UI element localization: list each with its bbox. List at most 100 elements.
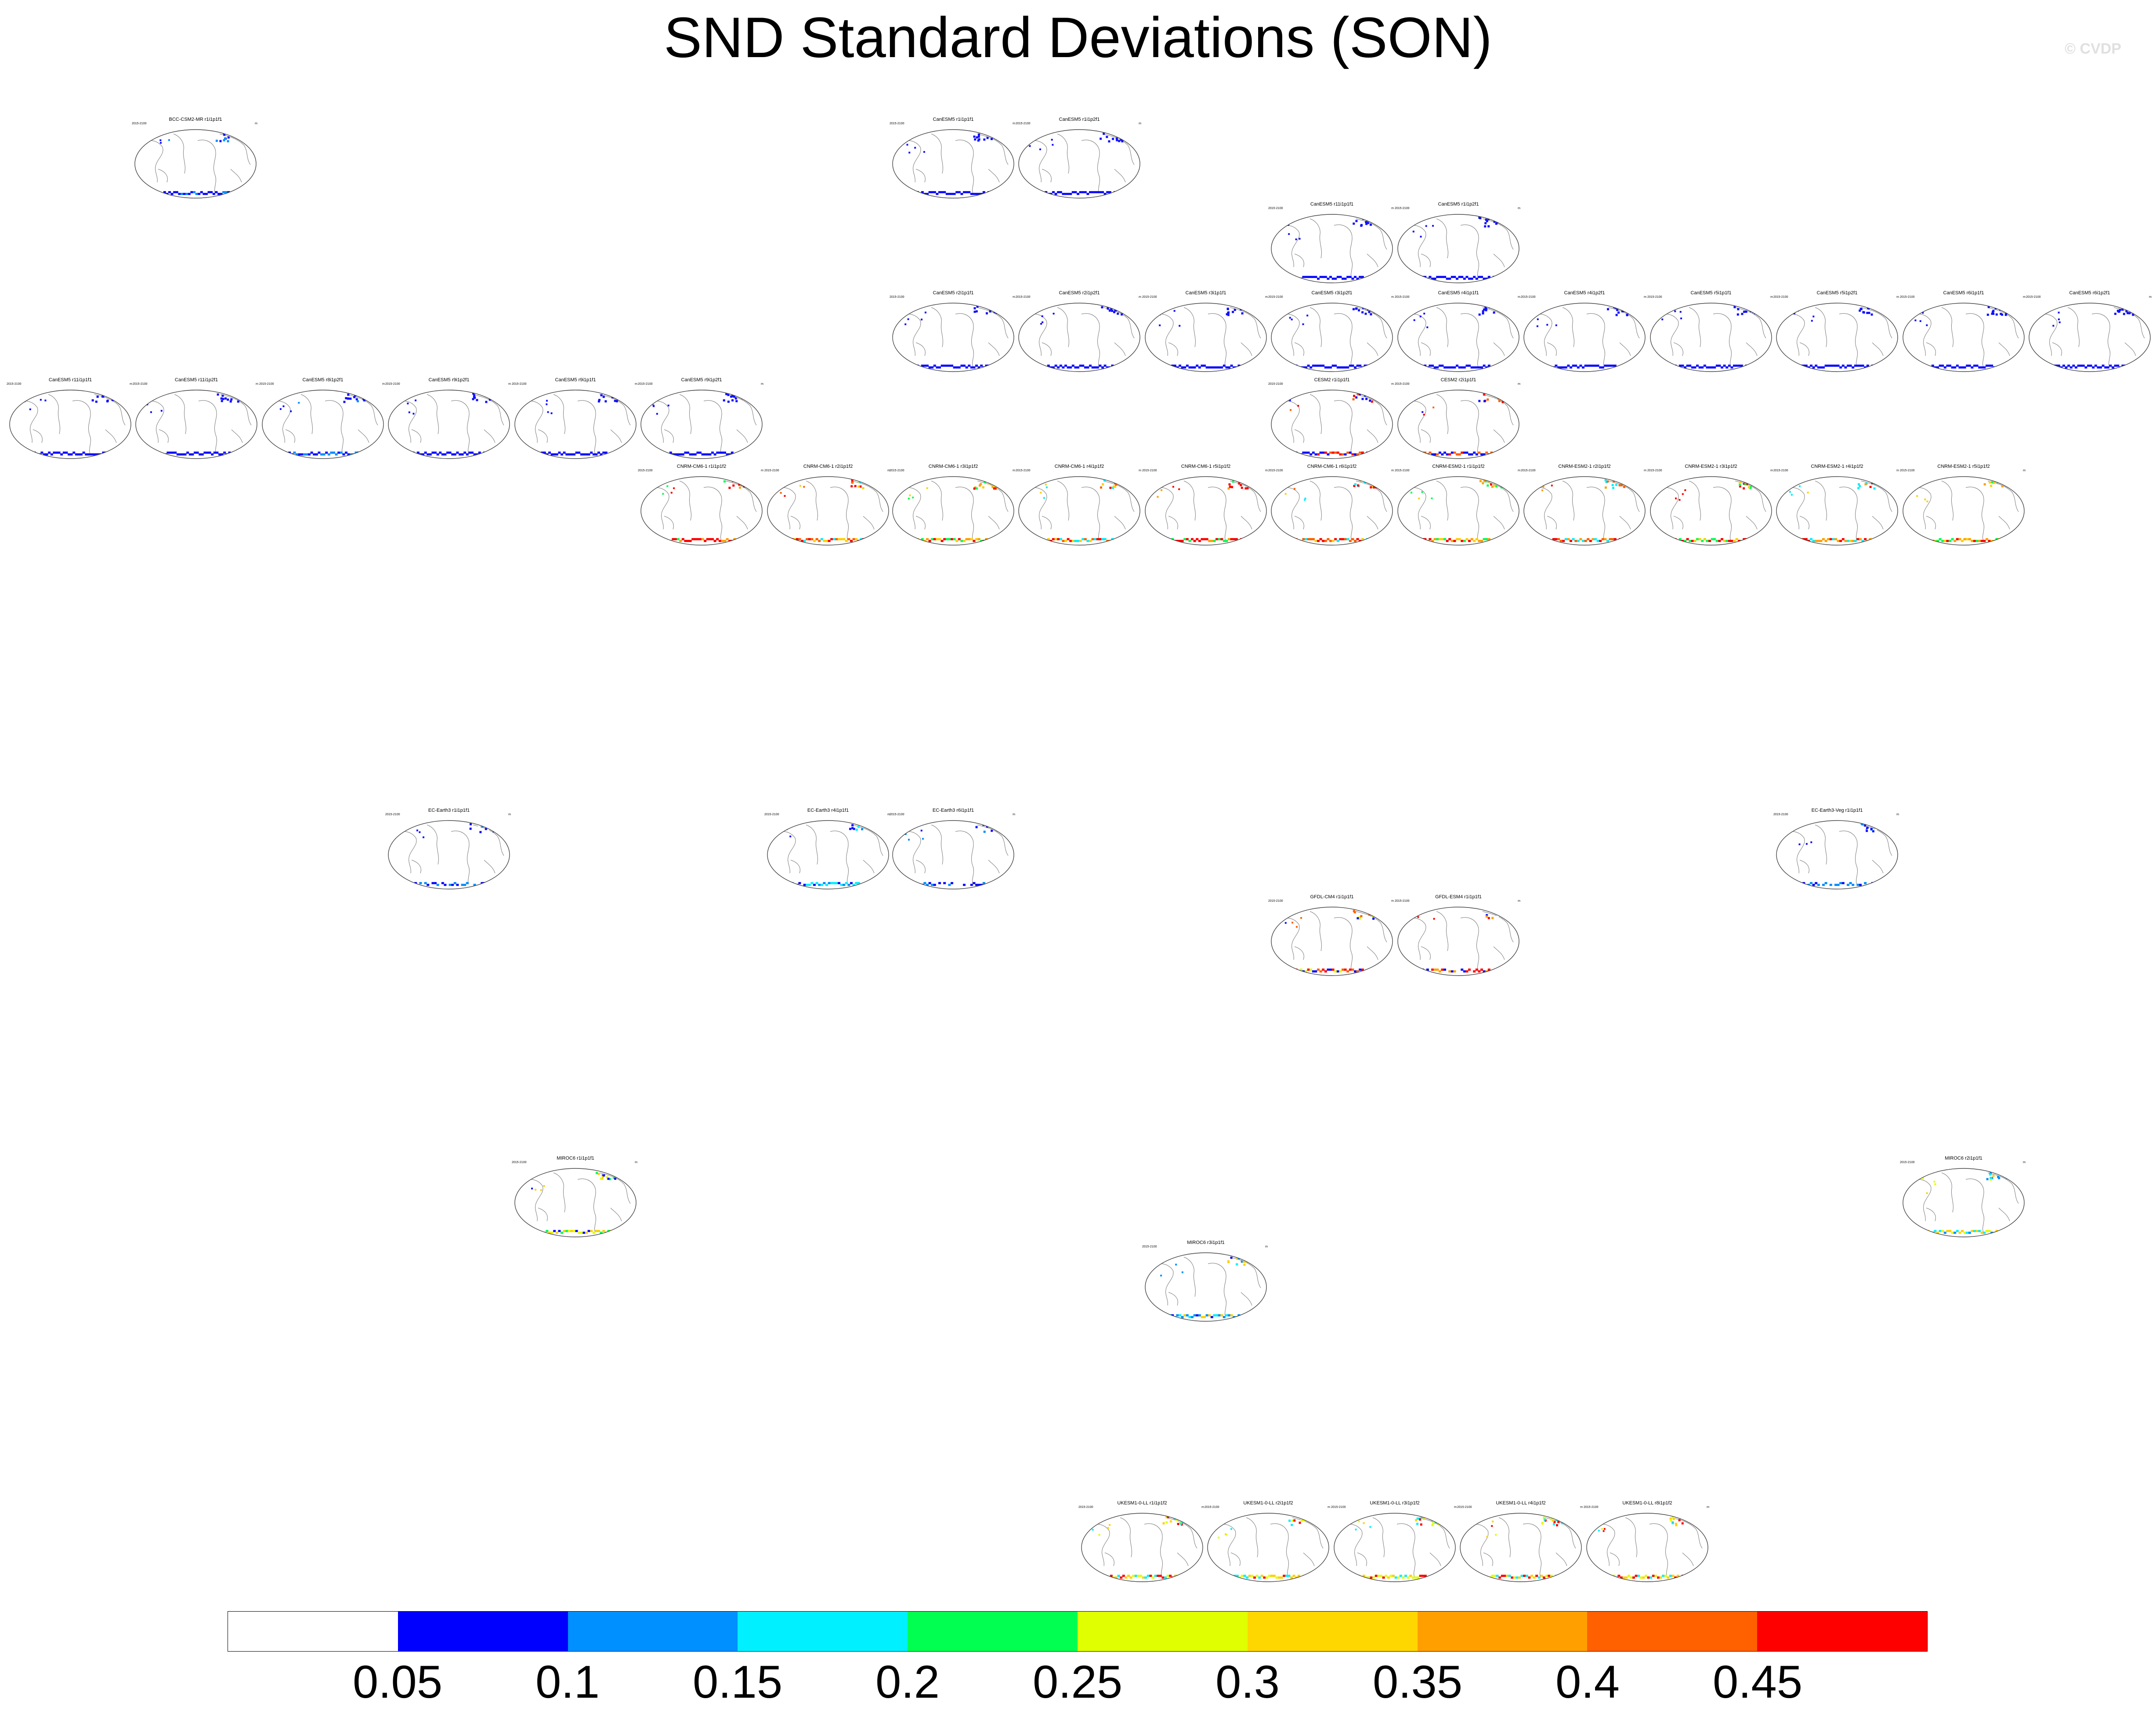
data-cell — [1416, 1517, 1419, 1520]
data-cell — [1478, 452, 1481, 454]
coastline — [1987, 1172, 2019, 1204]
data-cell — [977, 193, 980, 195]
data-cell — [1327, 969, 1330, 971]
data-cell — [1107, 1527, 1109, 1529]
panel-title: CanESM5 r11i1p2f1 — [174, 377, 218, 383]
data-cell — [1971, 540, 1974, 542]
data-cell — [1749, 485, 1752, 488]
coastline — [1403, 487, 1426, 530]
data-cell — [70, 453, 73, 456]
coastline — [703, 400, 722, 454]
data-cell — [1451, 452, 1454, 454]
data-cell — [1738, 365, 1741, 367]
data-cell — [1354, 276, 1357, 278]
data-cell — [1099, 538, 1102, 540]
data-cell — [1611, 365, 1614, 367]
data-cell — [82, 452, 85, 454]
coastline — [1498, 1517, 1511, 1558]
map-svg — [640, 390, 763, 459]
coastline — [1277, 487, 1300, 530]
data-cell — [965, 366, 968, 369]
map-border — [1145, 303, 1267, 372]
colorbar-tick-label: 0.25 — [1032, 1656, 1123, 1708]
panel-units: m — [1391, 900, 1394, 903]
data-cell — [948, 193, 951, 195]
coastline — [1592, 1524, 1615, 1566]
data-cell — [995, 487, 998, 489]
data-cell — [815, 882, 818, 884]
data-cell — [610, 1171, 612, 1174]
data-cell — [965, 538, 968, 540]
map-border — [892, 820, 1014, 889]
data-cell — [1798, 843, 1801, 846]
data-cell — [1448, 366, 1451, 369]
coastline — [1547, 342, 1557, 356]
data-cell — [29, 408, 31, 410]
data-cell — [1304, 1517, 1307, 1519]
data-cell — [1342, 969, 1344, 971]
data-cell — [1617, 1575, 1621, 1577]
data-cell — [709, 453, 712, 456]
data-cell — [813, 540, 816, 542]
data-cell — [1361, 538, 1364, 540]
data-cell — [1067, 366, 1070, 369]
data-cell — [1824, 365, 1827, 367]
coastline — [955, 140, 974, 194]
data-cell — [2072, 365, 2075, 367]
coastline — [1965, 313, 1984, 367]
data-cell — [968, 538, 971, 540]
panel-period: 2015-2100 — [1268, 900, 1283, 903]
data-cell — [1939, 538, 1942, 540]
coastline — [1556, 1552, 1567, 1566]
data-cell — [989, 310, 991, 313]
data-cell — [1545, 366, 1548, 369]
coastline — [1460, 313, 1479, 367]
data-cell — [181, 193, 183, 195]
data-cell — [823, 882, 826, 884]
data-cell — [1980, 1232, 1983, 1234]
data-cell — [1112, 137, 1114, 140]
data-cell — [1297, 1575, 1300, 1577]
data-cell — [1691, 1521, 1693, 1523]
data-cell — [1364, 365, 1367, 367]
data-cell — [1365, 398, 1368, 400]
data-cell — [587, 453, 590, 456]
panel-period: 2015-2100 — [638, 469, 653, 472]
data-cell — [1453, 452, 1456, 454]
data-cell — [825, 540, 828, 542]
data-cell — [1238, 482, 1241, 485]
data-cell — [1329, 969, 1332, 971]
data-cell — [1684, 1576, 1687, 1579]
coastline — [1656, 487, 1679, 530]
data-cell — [310, 452, 313, 454]
data-cell — [716, 538, 719, 540]
data-cell — [1429, 1576, 1432, 1579]
data-cell — [1637, 1575, 1640, 1577]
data-cell — [68, 453, 70, 456]
data-cell — [1099, 365, 1102, 367]
data-cell — [2058, 318, 2060, 321]
coastline — [806, 481, 818, 521]
data-cell — [1473, 452, 1476, 454]
coastline — [1926, 1207, 1936, 1222]
data-cell — [1730, 540, 1733, 542]
page-title: SND Standard Deviations (SON) — [664, 5, 1492, 69]
data-cell — [1874, 882, 1877, 884]
data-cell — [1346, 538, 1349, 540]
data-cell — [1723, 540, 1726, 542]
data-cell — [1101, 538, 1104, 540]
data-cell — [990, 193, 993, 195]
data-cell — [1556, 1524, 1558, 1526]
data-cell — [466, 453, 469, 456]
data-cell — [2069, 366, 2073, 369]
data-cell — [1603, 1528, 1606, 1530]
data-cell — [1425, 225, 1427, 227]
data-cell — [738, 483, 741, 486]
data-cell — [614, 1177, 616, 1180]
data-cell — [207, 191, 210, 193]
data-cell — [933, 884, 936, 886]
panel-title: CanESM5 r4i1p1f1 — [1438, 290, 1479, 296]
data-cell — [1051, 139, 1053, 141]
data-cell — [1623, 307, 1626, 310]
data-cell — [1173, 310, 1176, 312]
